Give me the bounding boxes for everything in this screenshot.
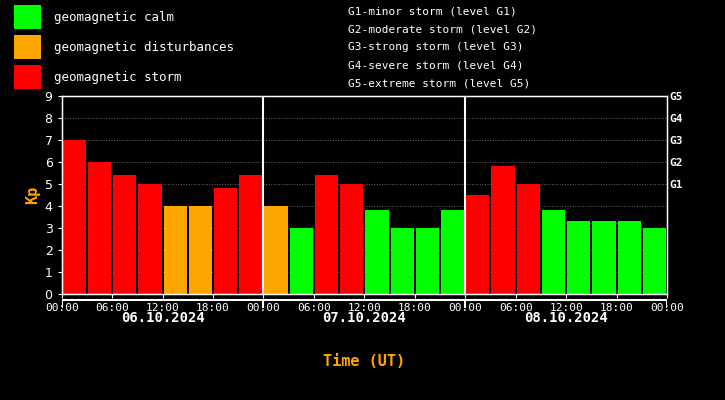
- Bar: [214, 188, 237, 294]
- Bar: [492, 166, 515, 294]
- Bar: [643, 228, 666, 294]
- Bar: [265, 206, 288, 294]
- Text: G5-extreme storm (level G5): G5-extreme storm (level G5): [348, 78, 530, 88]
- Text: G4-severe storm (level G4): G4-severe storm (level G4): [348, 60, 523, 70]
- Bar: [542, 210, 565, 294]
- Bar: [415, 228, 439, 294]
- Text: G1-minor storm (level G1): G1-minor storm (level G1): [348, 6, 517, 16]
- Bar: [441, 210, 464, 294]
- Bar: [188, 206, 212, 294]
- Bar: [239, 175, 262, 294]
- Text: 08.10.2024: 08.10.2024: [524, 311, 608, 325]
- Text: G2-moderate storm (level G2): G2-moderate storm (level G2): [348, 24, 537, 34]
- Bar: [618, 222, 641, 294]
- Text: G3-strong storm (level G3): G3-strong storm (level G3): [348, 42, 523, 52]
- Bar: [517, 184, 540, 294]
- FancyBboxPatch shape: [14, 35, 41, 59]
- Y-axis label: Kp: Kp: [25, 186, 41, 204]
- Bar: [391, 228, 414, 294]
- Bar: [315, 175, 338, 294]
- FancyBboxPatch shape: [14, 65, 41, 89]
- Text: geomagnetic calm: geomagnetic calm: [54, 10, 174, 24]
- Text: Time (UT): Time (UT): [323, 354, 405, 370]
- Bar: [62, 140, 86, 294]
- FancyBboxPatch shape: [14, 5, 41, 29]
- Bar: [592, 222, 616, 294]
- Text: 06.10.2024: 06.10.2024: [120, 311, 204, 325]
- Text: geomagnetic storm: geomagnetic storm: [54, 70, 182, 84]
- Bar: [138, 184, 162, 294]
- Bar: [340, 184, 363, 294]
- Bar: [365, 210, 389, 294]
- Bar: [466, 195, 489, 294]
- Text: geomagnetic disturbances: geomagnetic disturbances: [54, 40, 234, 54]
- Bar: [88, 162, 111, 294]
- Text: 07.10.2024: 07.10.2024: [323, 311, 406, 325]
- Bar: [290, 228, 313, 294]
- Bar: [567, 222, 590, 294]
- Bar: [113, 175, 136, 294]
- Bar: [164, 206, 187, 294]
